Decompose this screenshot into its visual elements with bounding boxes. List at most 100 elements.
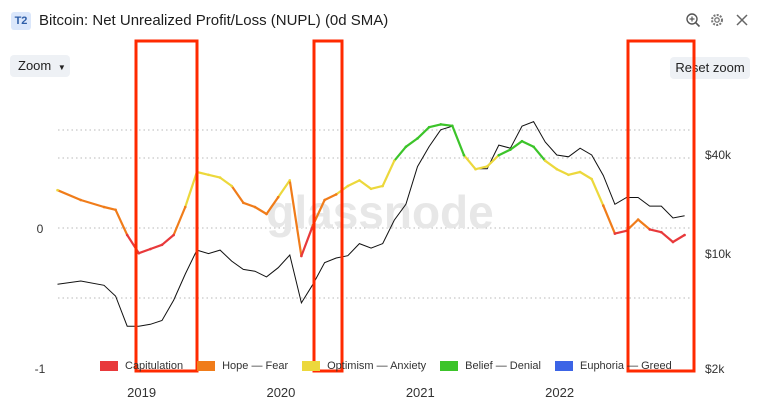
- price-line: [57, 120, 685, 327]
- nupl-segment: [381, 159, 396, 188]
- nupl-segment: [149, 243, 164, 251]
- nupl-point: [381, 184, 384, 188]
- nupl-point: [404, 145, 408, 149]
- nupl-point: [207, 173, 210, 177]
- legend: Capitulation Hope — Fear Optimism — Anxi…: [100, 358, 672, 374]
- nupl-segment: [637, 218, 651, 231]
- nupl-point: [358, 179, 361, 182]
- close-icon[interactable]: [734, 12, 750, 28]
- nupl-segment: [393, 145, 407, 162]
- axis-ticks: 2019 2020 2021 2022 0 -1 $40k $10k $2k: [35, 148, 732, 400]
- nupl-point: [601, 204, 605, 207]
- legend-item-euphoria-greed[interactable]: Euphoria — Greed: [554, 360, 672, 372]
- nupl-point: [462, 153, 466, 157]
- nupl-point: [648, 228, 652, 231]
- nupl-segment: [671, 233, 686, 244]
- nupl-point: [56, 188, 59, 192]
- chart-badge: T2: [11, 12, 31, 30]
- x-tick-label: 2020: [266, 385, 295, 400]
- nupl-segment: [648, 228, 663, 234]
- zoom-in-icon[interactable]: [685, 12, 701, 28]
- y-right-tick-label: $10k: [705, 247, 732, 261]
- nupl-point: [172, 233, 175, 237]
- nupl-segment: [102, 205, 117, 211]
- highlight-box: [626, 39, 696, 373]
- nupl-segment: [555, 168, 570, 176]
- nupl-point: [125, 233, 129, 237]
- chevron-down-icon: ▼: [57, 63, 66, 72]
- nupl-segment: [369, 184, 384, 190]
- nupl-segment: [207, 173, 222, 179]
- nupl-point: [79, 198, 83, 202]
- gear-icon[interactable]: [709, 12, 725, 28]
- highlight-box: [134, 39, 199, 373]
- nupl-segment: [532, 145, 547, 162]
- nupl-segment: [578, 170, 593, 181]
- x-tick-label: 2021: [406, 385, 435, 400]
- zoom-label: Zoom: [18, 58, 52, 73]
- nupl-point: [451, 124, 454, 128]
- nupl-segment: [277, 179, 291, 199]
- nupl-point: [497, 153, 501, 157]
- nupl-point: [532, 145, 535, 149]
- chart-title: Bitcoin: Net Unrealized Profit/Loss (NUP…: [39, 12, 389, 29]
- nupl-point: [300, 254, 303, 258]
- nupl-segment: [509, 140, 524, 151]
- y-left-tick-label: 0: [37, 222, 44, 236]
- y-left-tick-label: -1: [35, 362, 46, 376]
- nupl-point: [590, 177, 593, 181]
- nupl-segment: [358, 179, 373, 190]
- nupl-segment: [486, 154, 500, 168]
- nupl-point: [660, 230, 663, 234]
- nupl-point: [636, 218, 640, 221]
- legend-item-optimism-anxiety[interactable]: Optimism — Anxiety: [302, 360, 426, 372]
- legend-swatch: [197, 361, 216, 371]
- nupl-segment: [520, 140, 535, 148]
- nupl-point: [114, 208, 117, 212]
- legend-label: Euphoria — Greed: [579, 360, 672, 372]
- nupl-segment: [567, 170, 582, 176]
- nupl-segment: [300, 224, 315, 258]
- nupl-point: [137, 251, 141, 255]
- nupl-point: [683, 233, 686, 237]
- nupl-segment: [160, 233, 175, 246]
- nupl-segment: [544, 159, 558, 171]
- nupl-point: [183, 205, 187, 209]
- nupl-point: [149, 247, 152, 251]
- nupl-point: [613, 232, 617, 235]
- nupl-point: [555, 167, 559, 171]
- nupl-point: [485, 165, 489, 168]
- nupl-point: [102, 205, 106, 209]
- nupl-point: [439, 123, 443, 126]
- nupl-point: [288, 179, 292, 182]
- nupl-segment: [346, 179, 361, 188]
- nupl-segment: [474, 165, 489, 171]
- y-right-tick-label: $2k: [705, 362, 725, 376]
- nupl-point: [392, 159, 396, 163]
- chart-header: T2 Bitcoin: Net Unrealized Profit/Loss (…: [0, 0, 757, 42]
- zoom-dropdown[interactable]: Zoom ▼: [10, 55, 70, 77]
- nupl-segment: [242, 201, 257, 209]
- legend-item-hope-fear[interactable]: Hope — Fear: [197, 360, 288, 372]
- legend-label: Capitulation: [125, 360, 184, 372]
- x-tick-label: 2022: [545, 385, 574, 400]
- legend-item-belief-denial[interactable]: Belief — Denial: [440, 360, 541, 372]
- nupl-segment: [230, 184, 245, 204]
- legend-item-capitulation[interactable]: Capitulation: [100, 360, 183, 372]
- legend-label: Hope — Fear: [222, 360, 289, 372]
- nupl-point: [253, 205, 257, 209]
- nupl-segment: [451, 124, 466, 157]
- nupl-point: [369, 187, 373, 191]
- nupl-segment: [439, 123, 454, 127]
- legend-swatch: [440, 361, 459, 371]
- nupl-segment: [184, 170, 198, 209]
- nupl-point: [578, 170, 582, 174]
- nupl-segment: [79, 198, 106, 209]
- highlight-boxes: [134, 39, 696, 373]
- nupl-point: [427, 125, 431, 129]
- nupl-point: [218, 176, 222, 179]
- nupl-point: [242, 201, 245, 205]
- nupl-segment: [218, 176, 233, 188]
- nupl-segment: [172, 205, 187, 237]
